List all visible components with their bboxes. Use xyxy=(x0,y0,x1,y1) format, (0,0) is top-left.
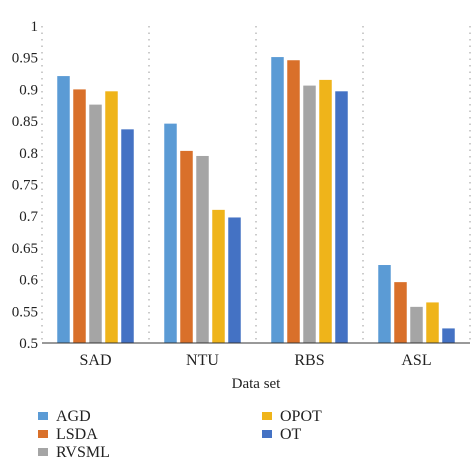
x-category-labels: SAD NTU RBS ASL xyxy=(79,352,431,369)
y-tick-label: 0.6 xyxy=(19,273,38,289)
y-tick-label: 0.8 xyxy=(19,146,38,162)
bar-agd-asl xyxy=(378,265,391,343)
y-tick-label: 0.5 xyxy=(19,336,38,352)
legend-swatch-lsda xyxy=(38,430,48,438)
bar-opot-sad xyxy=(105,91,118,343)
bar-lsda-asl xyxy=(394,282,407,343)
bar-opot-ntu xyxy=(212,209,225,343)
x-category-label: SAD xyxy=(79,352,111,369)
legend-label-rvsml: RVSML xyxy=(56,444,110,461)
legend-swatch-rvsml xyxy=(38,448,48,456)
bars xyxy=(57,57,455,344)
bar-ot-asl xyxy=(442,328,455,343)
bar-lsda-ntu xyxy=(180,150,193,343)
x-axis-title: Data set xyxy=(232,376,282,392)
bar-lsda-rbs xyxy=(287,60,300,344)
legend-label-ot: OT xyxy=(280,426,302,443)
y-tick-label: 0.9 xyxy=(19,82,38,98)
y-tick-label: 0.65 xyxy=(12,241,38,257)
bar-ot-rbs xyxy=(335,91,348,343)
bar-ot-sad xyxy=(121,129,134,343)
legend-swatch-agd xyxy=(38,412,48,420)
x-category-label: NTU xyxy=(186,352,219,369)
y-tick-label: 0.95 xyxy=(12,51,38,67)
bar-opot-rbs xyxy=(319,79,332,343)
bar-opot-asl xyxy=(426,302,439,343)
bar-rvsml-ntu xyxy=(196,155,209,343)
legend-label-agd: AGD xyxy=(56,408,91,425)
bar-rvsml-rbs xyxy=(303,85,316,343)
legend-swatch-opot xyxy=(262,412,272,420)
bar-rvsml-asl xyxy=(410,306,423,343)
bar-ot-ntu xyxy=(228,217,241,343)
grid-lines xyxy=(41,26,471,343)
y-tick-label: 1 xyxy=(31,19,39,35)
bar-agd-sad xyxy=(57,76,70,343)
legend-label-opot: OPOT xyxy=(280,408,322,425)
bar-rvsml-sad xyxy=(89,104,102,343)
bar-agd-ntu xyxy=(164,123,177,343)
y-tick-label: 0.7 xyxy=(19,209,38,225)
y-tick-label: 0.55 xyxy=(12,304,38,320)
y-tick-label: 0.85 xyxy=(12,114,38,130)
y-tick-labels: 0.5 0.55 0.6 0.65 0.7 0.75 0.8 0.85 0.9 0.95 1 xyxy=(12,19,39,352)
bar-agd-rbs xyxy=(271,57,284,343)
y-tick-label: 0.75 xyxy=(12,178,38,194)
legend-label-lsda: LSDA xyxy=(56,426,98,443)
x-category-label: ASL xyxy=(401,352,431,369)
legend-swatch-ot xyxy=(262,430,272,438)
x-category-label: RBS xyxy=(294,352,324,369)
bar-lsda-sad xyxy=(73,89,86,344)
